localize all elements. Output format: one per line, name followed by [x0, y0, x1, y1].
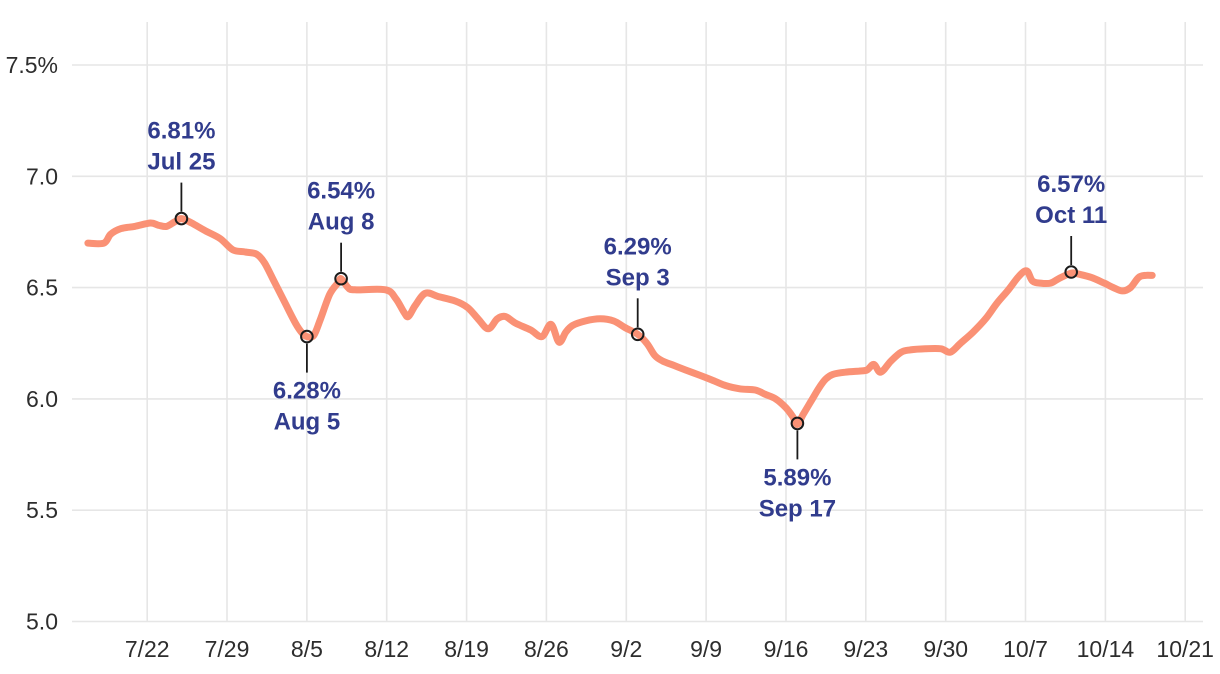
annotation-date-label: Sep 17: [759, 495, 836, 522]
x-axis-tick-label: 9/30: [923, 636, 968, 662]
annotation-rate-label: 6.81%: [147, 118, 215, 145]
x-axis-tick-label: 10/21: [1156, 636, 1214, 662]
x-axis-tick-label: 9/9: [690, 636, 722, 662]
annotation-date-label: Oct 11: [1035, 202, 1107, 229]
data-point-marker: [790, 416, 805, 431]
annotation-rate-label: 6.54%: [307, 178, 375, 205]
data-point-marker: [300, 329, 314, 344]
annotation-rate-label: 6.29%: [604, 233, 672, 260]
y-axis-tick-label: 6.0: [26, 386, 58, 412]
x-axis-tick-label: 10/7: [1003, 636, 1048, 662]
annotation-rate-label: 5.89%: [763, 464, 831, 491]
annotation-rate-label: 6.28%: [273, 378, 341, 405]
y-axis-tick-label: 5.0: [26, 609, 58, 635]
data-point-marker: [334, 271, 348, 286]
x-axis-tick-label: 7/22: [125, 636, 170, 662]
y-axis-tick-label: 7.0: [26, 163, 58, 189]
x-axis-tick-label: 9/2: [610, 636, 642, 662]
annotation-date-label: Sep 3: [606, 264, 670, 291]
x-axis-tick-label: 8/19: [444, 636, 489, 662]
x-axis-tick-label: 8/26: [524, 636, 569, 662]
data-point-marker: [1064, 265, 1078, 279]
x-axis-tick-label: 10/14: [1077, 636, 1135, 662]
annotation-date-label: Aug 5: [274, 409, 341, 436]
data-point-marker: [630, 327, 645, 342]
data-point-marker: [174, 211, 189, 226]
x-axis-tick-label: 9/23: [843, 636, 888, 662]
annotation-date-label: Jul 25: [147, 149, 215, 176]
y-axis-tick-label: 6.5: [26, 275, 58, 301]
rate-line: [84, 215, 1156, 428]
x-axis-tick-label: 7/29: [205, 636, 250, 662]
x-axis-tick-label: 8/12: [364, 636, 409, 662]
annotation-rate-label: 6.57%: [1037, 171, 1105, 198]
y-axis-tick-label: 7.5%: [6, 52, 58, 78]
y-axis-tick-label: 5.5: [26, 497, 58, 523]
x-axis-tick-label: 9/16: [764, 636, 809, 662]
x-axis-tick-label: 8/5: [291, 636, 323, 662]
annotation-date-label: Aug 8: [308, 209, 375, 236]
